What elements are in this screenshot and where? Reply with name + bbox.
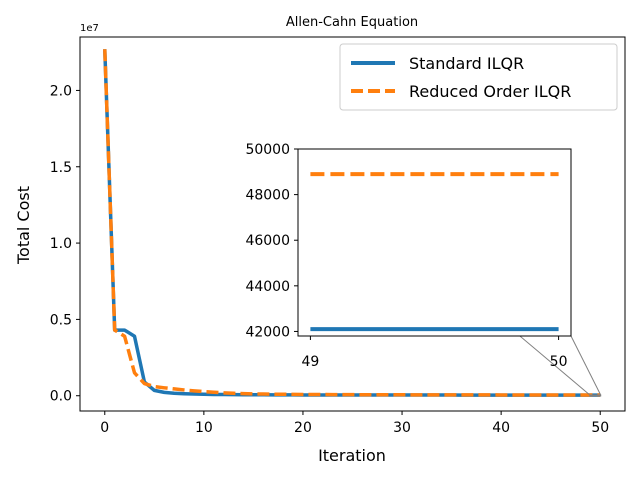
inset-x-tick-label: 50 xyxy=(550,354,568,370)
inset-y-tick-label: 50000 xyxy=(245,142,290,158)
inset-series-lines xyxy=(310,172,559,332)
legend-label-reduced-order-ilqr: Reduced Order ILQR xyxy=(409,82,571,101)
zoom-connector-line xyxy=(570,335,602,396)
x-tick-label: 20 xyxy=(294,420,312,436)
main-axis-ticks: 0 10 20 30 40 50 0.0 0.5 1.0 1.5 2.0 xyxy=(50,83,609,436)
legend-label-standard-ilqr: Standard ILQR xyxy=(409,54,524,73)
y-tick-label: 0.0 xyxy=(50,389,72,405)
inset-y-tick-label: 42000 xyxy=(245,324,290,340)
inset-y-tick-label: 44000 xyxy=(245,279,290,295)
series-line-reduced-order-ilqr xyxy=(103,49,601,397)
y-tick-label: 1.0 xyxy=(50,236,72,252)
inset-y-tick-label: 46000 xyxy=(245,233,290,249)
inset-axis-ticks: 49 50 42000 44000 46000 48000 50000 xyxy=(245,142,567,370)
x-tick-label: 30 xyxy=(393,420,411,436)
y-tick-label: 1.5 xyxy=(50,160,72,176)
chart-title: Allen-Cahn Equation xyxy=(286,15,418,30)
x-tick-label: 0 xyxy=(100,420,109,436)
y-tick-label: 2.0 xyxy=(50,83,72,99)
legend: Standard ILQR Reduced Order ILQR xyxy=(339,43,618,111)
x-tick-label: 10 xyxy=(195,420,213,436)
y-axis-label: Total Cost xyxy=(14,186,33,265)
main-plot-frame xyxy=(79,36,626,412)
inset-zoom-plot: 49 50 42000 44000 46000 48000 50000 xyxy=(245,142,572,370)
x-axis-label: Iteration xyxy=(318,446,386,465)
legend-box xyxy=(339,43,618,111)
inset-plot-frame xyxy=(297,148,572,337)
inset-x-tick-label: 49 xyxy=(301,354,319,370)
inset-y-tick-label: 48000 xyxy=(245,188,290,204)
zoom-region-box xyxy=(589,394,602,397)
inset-background xyxy=(298,149,571,336)
y-tick-label: 0.5 xyxy=(50,312,72,328)
main-series-lines xyxy=(103,49,601,397)
x-tick-label: 40 xyxy=(492,420,510,436)
y-offset-text: 1e7 xyxy=(80,23,99,34)
x-tick-label: 50 xyxy=(591,420,609,436)
